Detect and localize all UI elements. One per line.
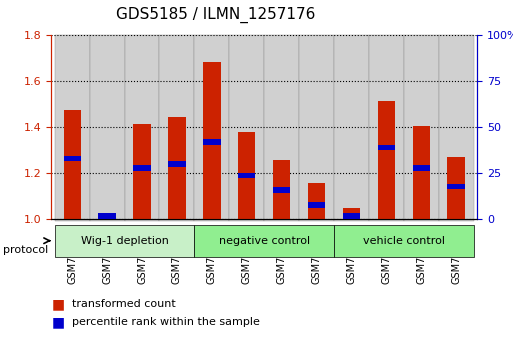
Bar	[133, 165, 151, 171]
Bar	[273, 160, 290, 219]
Bar	[168, 117, 186, 219]
FancyBboxPatch shape	[194, 225, 334, 257]
Bar	[133, 124, 151, 219]
Bar	[238, 132, 255, 219]
Bar	[447, 157, 465, 219]
Bar	[273, 187, 290, 193]
FancyBboxPatch shape	[55, 225, 194, 257]
FancyBboxPatch shape	[229, 35, 264, 221]
Bar	[447, 184, 465, 189]
Text: Wig-1 depletion: Wig-1 depletion	[81, 236, 169, 246]
Bar	[343, 208, 360, 219]
Bar	[308, 202, 325, 207]
Bar	[378, 145, 395, 150]
FancyBboxPatch shape	[299, 35, 334, 221]
Text: negative control: negative control	[219, 236, 310, 246]
Bar	[308, 183, 325, 219]
Bar	[378, 101, 395, 219]
Bar	[412, 126, 430, 219]
Bar	[168, 161, 186, 167]
Text: GDS5185 / ILMN_1257176: GDS5185 / ILMN_1257176	[116, 7, 315, 23]
Bar	[412, 165, 430, 171]
FancyBboxPatch shape	[160, 35, 194, 221]
FancyBboxPatch shape	[334, 225, 473, 257]
FancyBboxPatch shape	[90, 35, 125, 221]
Text: transformed count: transformed count	[72, 299, 175, 309]
Bar	[64, 110, 81, 219]
Text: vehicle control: vehicle control	[363, 236, 445, 246]
FancyBboxPatch shape	[404, 35, 439, 221]
FancyBboxPatch shape	[439, 35, 473, 221]
Text: protocol: protocol	[3, 245, 48, 255]
Bar	[98, 212, 116, 219]
Bar	[343, 213, 360, 218]
Text: ■: ■	[51, 315, 65, 329]
FancyBboxPatch shape	[194, 35, 229, 221]
Text: ■: ■	[51, 297, 65, 312]
FancyBboxPatch shape	[264, 35, 299, 221]
Bar	[203, 139, 221, 145]
Bar	[203, 62, 221, 219]
Text: percentile rank within the sample: percentile rank within the sample	[72, 317, 260, 327]
FancyBboxPatch shape	[369, 35, 404, 221]
Bar	[98, 213, 116, 218]
Bar	[64, 156, 81, 161]
Bar	[238, 172, 255, 178]
FancyBboxPatch shape	[125, 35, 160, 221]
FancyBboxPatch shape	[334, 35, 369, 221]
FancyBboxPatch shape	[55, 35, 90, 221]
